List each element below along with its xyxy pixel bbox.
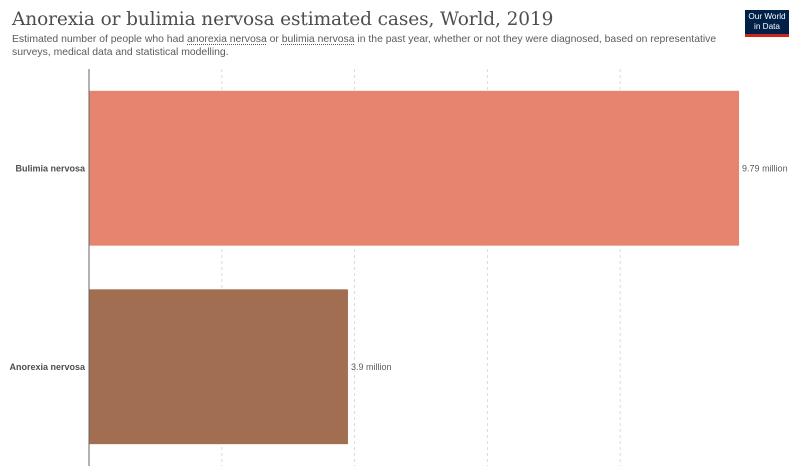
owid-logo[interactable]: Our World in Data — [745, 10, 789, 37]
subtitle-text-before: Estimated number of people who had — [12, 34, 188, 45]
subtitle-link-bulimia[interactable]: bulimia nervosa — [281, 34, 355, 45]
chart-subtitle: Estimated number of people who had anore… — [12, 34, 717, 59]
labels: Bulimia nervosa 9.79 million Anorexia nerv… — [9, 163, 787, 372]
chart-title: Anorexia or bulimia nervosa estimated ca… — [12, 9, 554, 30]
value-label-bulimia-nervosa: 9.79 million — [742, 163, 788, 173]
subtitle-text-after: in the past year, whether or not they we… — [12, 34, 717, 58]
logo-line1: Our World — [748, 12, 786, 21]
subtitle-link-anorexia[interactable]: anorexia nervosa — [187, 34, 267, 45]
subtitle-text-middle: or — [266, 34, 282, 45]
value-label-anorexia-nervosa: 3.9 million — [351, 362, 392, 372]
category-label-bulimia-nervosa: Bulimia nervosa — [15, 163, 86, 173]
logo-line2: in Data — [754, 22, 780, 31]
bars — [89, 90, 740, 445]
category-label-anorexia-nervosa: Anorexia nervosa — [9, 362, 86, 372]
bar-anorexia-nervosa[interactable] — [89, 289, 348, 445]
bar-bulimia-nervosa[interactable] — [89, 90, 740, 246]
